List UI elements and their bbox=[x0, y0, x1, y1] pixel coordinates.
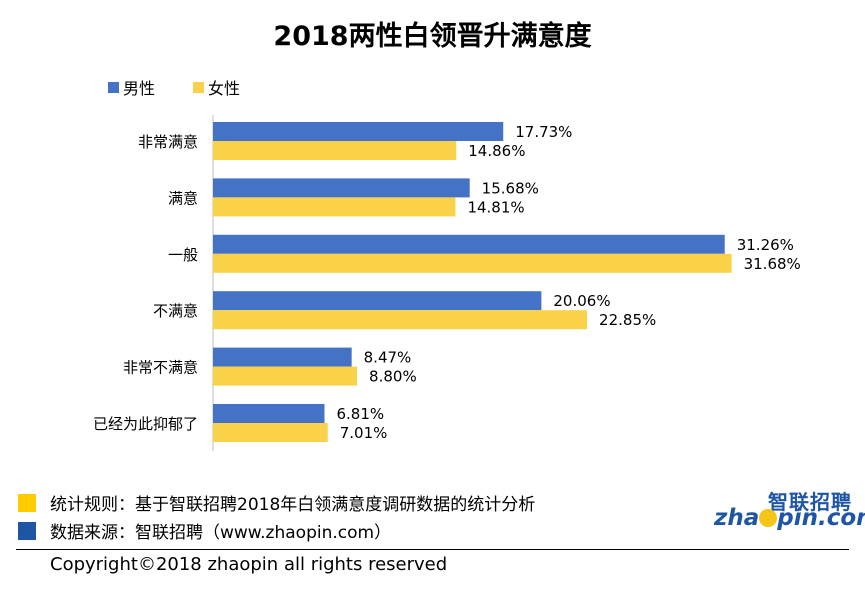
bar-male bbox=[213, 291, 542, 311]
bar-chart: 非常满意 17.73%14.86% 满意 15.68%14.81% 一般 31.26%31… bbox=[93, 115, 801, 451]
data-label-female: 7.01% bbox=[340, 424, 388, 442]
chart-title: 2018两性白领晋升满意度 bbox=[273, 21, 592, 52]
note-square-yellow bbox=[18, 493, 36, 512]
category-label: 不满意 bbox=[153, 302, 198, 320]
legend-item-male: 男性 bbox=[108, 75, 155, 99]
category-label: 非常不满意 bbox=[123, 359, 198, 377]
legend-swatch-female bbox=[193, 81, 205, 93]
data-label-female: 8.80% bbox=[369, 368, 417, 386]
data-label-male: 6.81% bbox=[336, 405, 384, 423]
note-source-text: 数据来源：智联招聘（www.zhaopin.com） bbox=[50, 523, 392, 543]
data-label-female: 14.86% bbox=[468, 142, 525, 160]
category-label: 非常满意 bbox=[138, 133, 198, 151]
logo-text-cn: 智联招聘 bbox=[768, 490, 852, 514]
bar-female bbox=[213, 253, 732, 273]
logo-o-circle-icon bbox=[759, 509, 778, 527]
data-label-male: 20.06% bbox=[553, 292, 610, 310]
logo-text-en: zha pin.com bbox=[714, 505, 865, 531]
legend-label-female: 女性 bbox=[208, 79, 241, 98]
data-label-female: 14.81% bbox=[467, 198, 524, 216]
category-label: 满意 bbox=[168, 189, 198, 207]
data-label-male: 8.47% bbox=[364, 349, 412, 367]
copyright-text: Copyright©2018 zhaopin all rights reserv… bbox=[50, 554, 448, 575]
data-label-male: 17.73% bbox=[515, 123, 572, 141]
data-label-male: 15.68% bbox=[482, 179, 539, 197]
footer-divider bbox=[16, 549, 849, 550]
category-label: 已经为此抑郁了 bbox=[93, 415, 198, 433]
bar-male bbox=[213, 178, 470, 198]
data-label-male: 31.26% bbox=[737, 236, 794, 254]
bar-male bbox=[213, 404, 325, 423]
chart-legend: 男性 女性 bbox=[108, 76, 278, 98]
bar-male bbox=[213, 234, 725, 254]
bar-male bbox=[213, 122, 504, 141]
note-square-blue bbox=[18, 521, 36, 540]
legend-swatch-male bbox=[108, 81, 119, 93]
logo-text-en-left: zha bbox=[714, 505, 760, 531]
data-label-female: 31.68% bbox=[744, 255, 801, 273]
legend-label-male: 男性 bbox=[123, 79, 156, 98]
footer-note-source: 数据来源：智联招聘（www.zhaopin.com） bbox=[18, 518, 391, 543]
bar-female bbox=[213, 197, 456, 217]
legend-item-female: 女性 bbox=[193, 75, 240, 99]
bar-female bbox=[213, 141, 457, 160]
note-rule-text: 统计规则：基于智联招聘2018年白领满意度调研数据的统计分析 bbox=[50, 495, 536, 515]
category-label: 一般 bbox=[168, 246, 198, 264]
zhaopin-logo: 智联招聘 zha pin.com bbox=[712, 486, 865, 534]
bar-female bbox=[213, 423, 328, 442]
bar-male bbox=[213, 347, 352, 367]
logo-text-en-right: pin.com bbox=[777, 505, 865, 531]
bar-female bbox=[213, 366, 358, 386]
data-label-female: 22.85% bbox=[599, 311, 656, 329]
footer-note-rule: 统计规则：基于智联招聘2018年白领满意度调研数据的统计分析 bbox=[18, 490, 535, 515]
bar-female bbox=[213, 310, 588, 330]
